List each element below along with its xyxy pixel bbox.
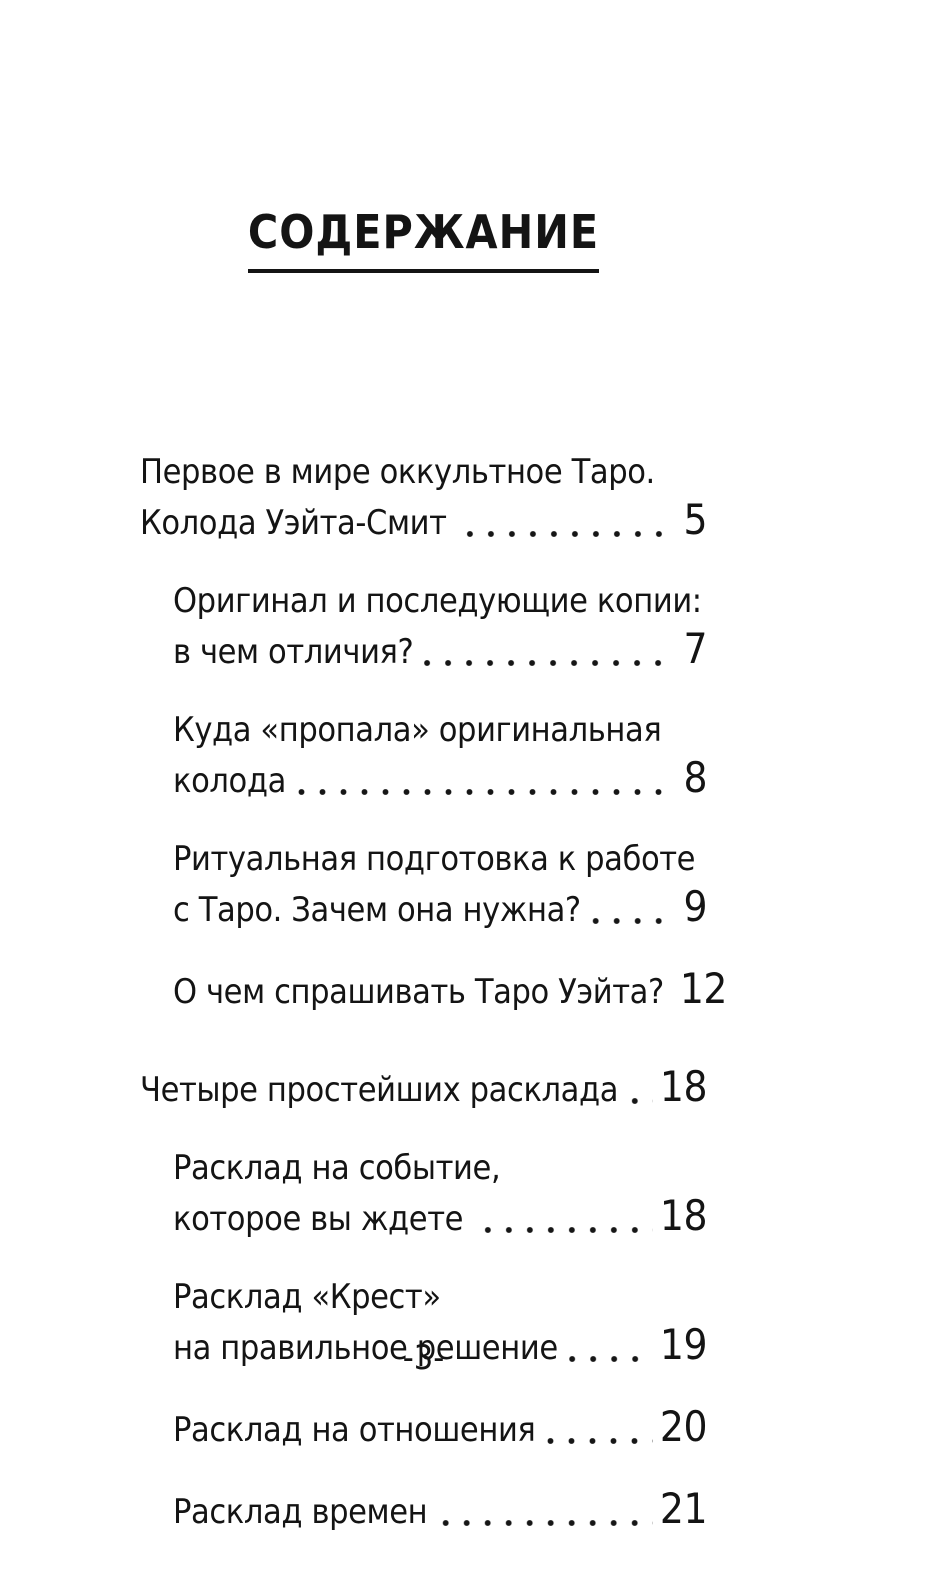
toc-entry[interactable]: Расклад времен 21 [140, 1484, 708, 1536]
dot-leader [463, 1192, 660, 1243]
toc-entry-text: Расклад «Крест» [173, 1277, 441, 1317]
toc-entry-text: Первое в мире оккультное Таро. [140, 452, 655, 492]
toc-entry[interactable]: О чем спрашивать Таро Уэйта? 12 [140, 965, 727, 1016]
dot-leader [535, 1403, 659, 1454]
toc-page-number: 19 [659, 1320, 708, 1369]
dot-leader [427, 1485, 660, 1536]
toc-entry-text: Расклад на отношения [173, 1410, 536, 1450]
toc-entry-text: Колода Уэйта-Смит [140, 503, 447, 543]
toc-entry-text: Оригинал и последующие копии: [173, 581, 702, 621]
toc-entry[interactable]: Оригинал и последующие копии: в чем отли… [140, 578, 707, 676]
dot-leader [581, 883, 684, 934]
toc-entry-text: Ритуальная подготовка к работе [173, 839, 696, 879]
toc-page-number: 18 [659, 1062, 708, 1111]
toc-entry[interactable]: Куда «пропала» оригинальная колода 8 [140, 707, 707, 805]
toc-entry-text: колода [173, 761, 286, 801]
toc-entry-text: которое вы ждете [173, 1199, 464, 1239]
toc-entry[interactable]: Расклад на отношения 20 [140, 1402, 708, 1454]
toc-page-number: 12 [679, 964, 728, 1013]
toc-entry-text: Расклад на событие, [173, 1148, 501, 1188]
toc-entry-text: на правильное решение [173, 1328, 558, 1368]
dot-leader [618, 1063, 660, 1114]
text-column: СОДЕРЖАНИЕ Первое в мире оккультное Таро… [140, 0, 727, 1575]
dot-leader [286, 754, 684, 805]
toc-page-number: 7 [683, 624, 707, 673]
toc-entry-text: в чем отличия? [173, 632, 414, 672]
toc-page-number: 21 [659, 1484, 708, 1533]
toc-entry-text: Расклад времен [173, 1492, 428, 1532]
toc-page-number: 5 [683, 495, 707, 544]
dot-leader [447, 496, 684, 547]
toc-page-number: 9 [683, 882, 707, 931]
toc-entry-text: Куда «пропала» оригинальная [173, 710, 662, 750]
toc-entry-text: О чем спрашивать Таро Уэйта? [173, 972, 664, 1012]
dot-leader [413, 625, 683, 676]
footer-page-number: -3- [402, 1338, 445, 1378]
toc-entry[interactable]: Первое в мире оккультное Таро. Колода Уэ… [140, 449, 707, 547]
toc-entry[interactable]: Расклад «Крест» на правильное решение 19 [140, 1274, 708, 1372]
toc-entry[interactable]: Четыре простейших расклада 18 [140, 1062, 708, 1114]
dot-leader [664, 965, 680, 1016]
toc-page-number: 18 [659, 1191, 708, 1240]
dot-leader [558, 1321, 660, 1372]
toc-entry-text: с Таро. Зачем она нужна? [173, 890, 581, 930]
toc-entry[interactable]: Расклад на событие, которое вы ждете 18 [140, 1145, 708, 1243]
toc-page-number: 8 [683, 753, 707, 802]
table-of-contents: Первое в мире оккультное Таро. Колода Уэ… [140, 449, 727, 1567]
page-title: СОДЕРЖАНИЕ [140, 208, 707, 273]
toc-page-number: 20 [659, 1402, 708, 1451]
toc-entry-text: Четыре простейших расклада [140, 1070, 619, 1110]
toc-entry[interactable]: Ритуальная подготовка к работе с Таро. З… [140, 836, 707, 934]
page-title-text: СОДЕРЖАНИЕ [247, 208, 600, 273]
